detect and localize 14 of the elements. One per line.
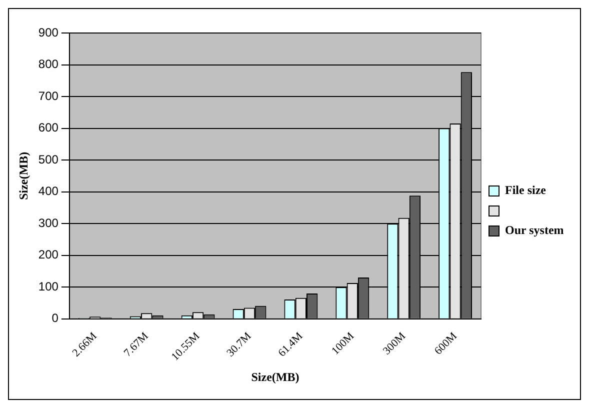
y-tick-label: 100 (38, 279, 59, 294)
y-tick-label: 0 (52, 311, 59, 326)
y-tick-label: 200 (38, 248, 59, 262)
y-tick-label: 400 (38, 184, 59, 198)
x-axis-title: Size(MB) (251, 370, 300, 384)
y-tick-label: 500 (38, 152, 59, 166)
legend-label: Our system (505, 223, 564, 238)
y-tick-label: 300 (38, 216, 59, 230)
y-tick-label: 900 (38, 25, 59, 40)
y-tick-label: 700 (38, 88, 59, 103)
y-axis-title: Size(MB) (16, 152, 30, 200)
y-tick-label: 800 (38, 57, 59, 72)
legend-label: File size (505, 183, 547, 198)
y-tick-label: 600 (38, 120, 59, 135)
